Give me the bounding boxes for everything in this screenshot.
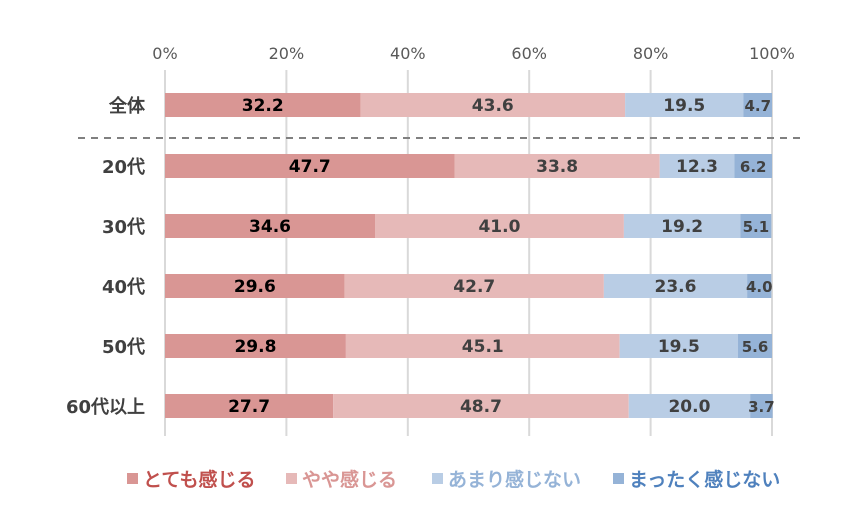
bar-segment (659, 154, 735, 178)
bar-segment (619, 334, 739, 358)
x-tick-label: 20% (269, 44, 305, 63)
legend-item: あまり感じない (432, 465, 581, 492)
data-label: 43.6 (472, 96, 514, 116)
data-label: 42.7 (453, 277, 495, 297)
bar-segment (344, 274, 604, 298)
bar-segment (603, 274, 748, 298)
data-label: 19.5 (663, 96, 705, 116)
legend-label: とても感じる (143, 469, 256, 491)
bar-segment (750, 394, 773, 418)
legend: とても感じる やや感じる あまり感じない まったく感じない (0, 465, 866, 493)
bar-segment (165, 214, 376, 238)
data-label: 5.6 (742, 338, 769, 356)
data-label: 48.7 (460, 397, 502, 417)
legend-swatch (432, 473, 443, 484)
legend-item: やや感じる (286, 465, 397, 492)
legend-swatch (127, 473, 138, 484)
bar-segment (165, 93, 361, 117)
data-label: 6.2 (740, 158, 767, 176)
category-label: 50代 (102, 337, 145, 358)
x-tick-label: 60% (511, 44, 547, 63)
data-label: 3.7 (748, 398, 775, 416)
bar-segment (738, 334, 772, 358)
legend-label: あまり感じない (448, 469, 582, 491)
bar-segment (375, 214, 624, 238)
category-label: 30代 (102, 217, 145, 238)
bar-segment (333, 394, 629, 418)
data-label: 23.6 (655, 277, 697, 297)
data-label: 45.1 (462, 337, 504, 357)
x-tick-label: 80% (633, 44, 669, 63)
category-label: 40代 (102, 277, 145, 298)
bar-segment (165, 154, 455, 178)
bar-segment (740, 214, 772, 238)
x-tick-label: 0% (152, 44, 177, 63)
data-label: 41.0 (478, 217, 520, 237)
data-label: 33.8 (536, 157, 578, 177)
data-label: 47.7 (289, 157, 331, 177)
legend-label: やや感じる (302, 469, 398, 491)
bar-segment (165, 394, 334, 418)
legend-label: まったく感じない (629, 469, 781, 491)
data-label: 27.7 (228, 397, 270, 417)
bar-segment (360, 93, 626, 117)
data-label: 20.0 (668, 397, 710, 417)
category-label: 20代 (102, 157, 145, 178)
data-label: 29.6 (234, 277, 276, 297)
data-label: 19.2 (661, 217, 703, 237)
data-label: 34.6 (249, 217, 291, 237)
bar-segment (747, 274, 772, 298)
bar-segment (165, 334, 346, 358)
stacked-bar-chart: 0% 20% 40% 60% 80% 100% 全体 32.2 43.6 19.5 4.7 20代 47… (66, 44, 800, 436)
bar-segment (165, 274, 345, 298)
legend-item: まったく感じない (613, 465, 780, 492)
data-label: 12.3 (676, 157, 718, 177)
data-label: 4.0 (746, 278, 773, 296)
category-label: 60代以上 (66, 397, 145, 418)
data-label: 29.8 (234, 337, 276, 357)
legend-swatch (286, 473, 297, 484)
data-label: 5.1 (743, 218, 770, 236)
bar-segment (734, 154, 772, 178)
bar-segment (743, 93, 772, 117)
data-label: 4.7 (744, 97, 771, 115)
category-label: 全体 (108, 95, 146, 117)
data-label: 19.5 (658, 337, 700, 357)
x-tick-label: 100% (749, 44, 795, 63)
bar-segment (623, 214, 741, 238)
x-tick-label: 40% (390, 44, 426, 63)
bar-segment (625, 93, 744, 117)
bar-segment (454, 154, 660, 178)
data-label: 32.2 (242, 96, 284, 116)
legend-swatch (613, 473, 624, 484)
bar-segment (345, 334, 620, 358)
bar-segment (628, 394, 751, 418)
legend-item: とても感じる (127, 465, 255, 492)
